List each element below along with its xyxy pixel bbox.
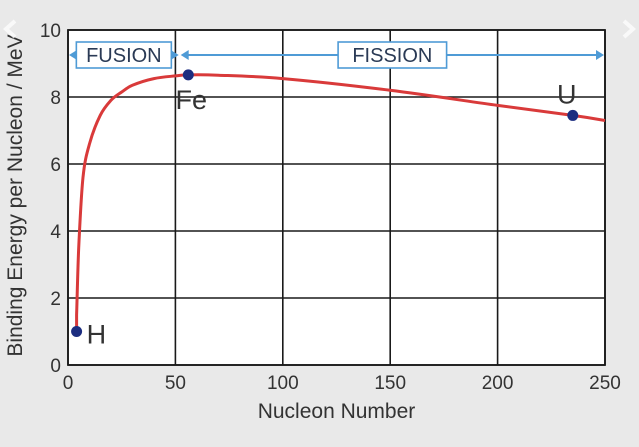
arrowhead-right — [170, 50, 179, 60]
x-tick-label-3: 150 — [374, 373, 406, 394]
point-fe: Fe — [176, 69, 208, 115]
series-line-binding-energy — [75, 73, 606, 332]
y-tick-label-3: 6 — [50, 155, 61, 176]
x-axis-label: Nucleon Number — [258, 400, 416, 423]
region-label: FISSION — [352, 45, 432, 67]
plot-frame — [67, 29, 606, 366]
region-fusion: FUSION — [69, 41, 179, 69]
data-point-marker — [71, 326, 83, 337]
arrowhead-left — [180, 50, 189, 60]
data-point-label: H — [87, 320, 107, 350]
point-h: H — [71, 320, 106, 350]
x-tick-label-2: 100 — [267, 373, 299, 394]
tick-labels: 0 50 100 150 200 250 0 2 4 6 8 10 — [40, 21, 621, 394]
region-label-box — [337, 41, 448, 69]
region-label-box — [75, 41, 173, 69]
data-point-label: U — [557, 79, 577, 109]
y-tick-label-2: 4 — [50, 222, 61, 243]
region-label: FUSION — [86, 45, 162, 67]
x-tick-label-1: 50 — [165, 373, 186, 394]
data-point-marker — [182, 69, 194, 81]
y-tick-label-5: 10 — [40, 21, 61, 42]
x-tick-label-5: 250 — [589, 373, 621, 394]
x-tick-label-0: 0 — [63, 373, 74, 394]
arrowhead-right — [596, 50, 604, 60]
chevron-right-icon[interactable] — [617, 18, 639, 40]
chevron-left-icon[interactable] — [0, 18, 22, 40]
data-points: H Fe U — [71, 69, 579, 350]
x-tick-label-4: 200 — [482, 373, 514, 394]
region-annotations: FUSION FISSION — [69, 41, 604, 69]
plot-area — [68, 30, 605, 365]
y-tick-label-1: 2 — [50, 289, 61, 310]
y-tick-label-0: 0 — [50, 356, 61, 377]
y-tick-label-4: 8 — [50, 88, 61, 109]
data-point-label: Fe — [176, 85, 208, 115]
data-point-marker — [567, 109, 579, 121]
arrowhead-left — [69, 50, 77, 60]
y-axis-label: Binding Energy per Nucleon / MeV — [4, 34, 27, 356]
point-u: U — [557, 79, 579, 121]
region-fission: FISSION — [180, 41, 604, 69]
grid — [67, 29, 606, 366]
